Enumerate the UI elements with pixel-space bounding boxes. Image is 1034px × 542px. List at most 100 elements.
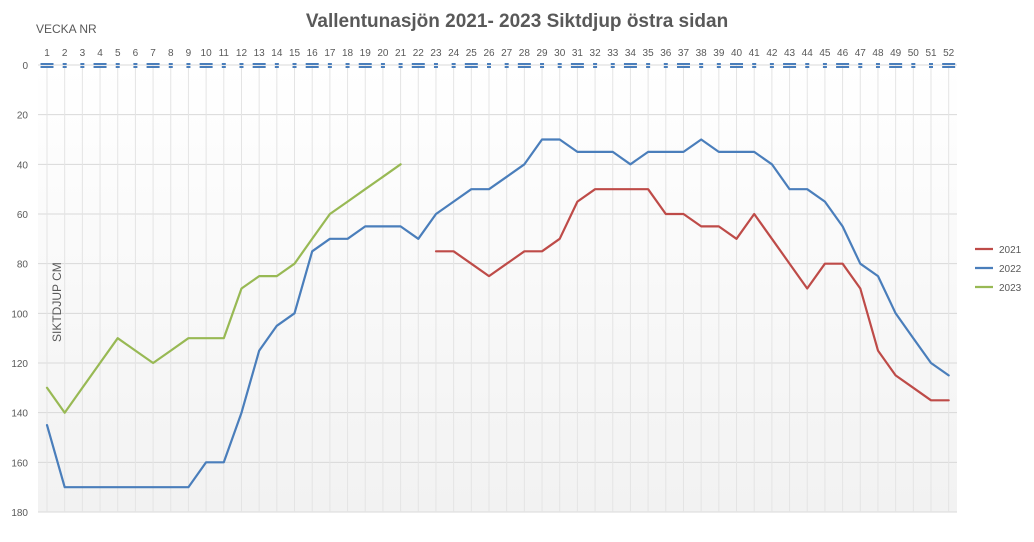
x-tick-label: 22 [413,48,425,59]
x-tick-label: 50 [908,48,920,59]
chart-title: Vallentunasjön 2021- 2023 Siktdjup östra… [306,11,728,32]
x-tick-label: 21 [395,48,407,59]
zero-marker [274,66,279,68]
zero-marker [911,63,916,65]
zero-marker [451,63,456,65]
zero-marker [929,63,933,65]
zero-marker [451,66,456,68]
series-2022 [45,138,950,489]
plot-area [38,65,957,512]
zero-marker [752,66,757,68]
zero-marker [783,63,797,65]
zero-marker [540,63,545,65]
zero-marker [570,66,584,68]
zero-marker [716,63,721,65]
x-tick-label: 11 [219,48,230,59]
x-tick-label: 29 [536,48,548,59]
zero-marker [676,66,690,68]
x-tick-label: 23 [430,48,442,59]
zero-marker [252,63,266,65]
x-tick-label: 48 [872,48,884,59]
x-tick-label: 2 [62,48,68,59]
zero-marker [252,66,266,68]
y-tick-label: 120 [11,359,28,370]
zero-marker [570,63,584,65]
zero-marker [80,66,85,68]
zero-marker [345,63,350,65]
legend-label-2023: 2023 [999,283,1022,294]
zero-marker [433,63,438,65]
zero-marker [186,63,191,65]
x-tick-label: 5 [115,48,121,59]
zero-marker [557,66,562,68]
x-tick-label: 44 [802,48,814,59]
zero-marker [199,66,213,68]
series-2021 [434,188,950,402]
zero-marker [398,63,403,65]
zero-marker [889,66,903,68]
zero-marker [487,63,491,65]
zero-marker [911,66,916,68]
x-tick-label: 28 [519,48,531,59]
zero-marker [769,66,774,68]
x-tick-label: 41 [749,48,761,59]
zero-marker [292,63,297,65]
zero-marker [199,63,213,65]
series-line-2021 [434,188,950,402]
y-tick-label: 40 [17,160,29,171]
zero-marker [646,66,651,68]
zero-marker [380,63,385,65]
zero-marker [517,66,531,68]
x-tick-label: 38 [696,48,708,59]
x-tick-label: 39 [713,48,725,59]
zero-marker [239,63,244,65]
zero-marker [146,66,160,68]
zero-marker [327,63,332,65]
zero-marker [623,63,637,65]
x-tick-label: 12 [236,48,248,59]
x-tick-label: 34 [625,48,637,59]
x-tick-label: 18 [342,48,354,59]
y-tick-label: 160 [11,458,28,469]
legend-label-2021: 2021 [999,245,1022,256]
zero-marker [836,66,850,68]
zero-marker [822,63,827,65]
plot-background [38,65,957,512]
zero-marker [292,66,297,68]
zero-marker [646,63,651,65]
legend-label-2022: 2022 [999,264,1022,275]
x-tick-label: 15 [289,48,301,59]
x-axis-label: VECKA NR [36,22,97,36]
x-tick-label: 9 [186,48,192,59]
x-tick-label: 8 [168,48,174,59]
zero-marker [730,66,744,68]
zero-marker [676,63,690,65]
zero-marker [663,66,668,68]
y-tick-label: 60 [17,210,29,221]
zero-marker [942,66,956,68]
x-tick-label: 4 [97,48,103,59]
zero-marker [557,63,562,65]
zero-marker [610,63,615,65]
legend: 2021 2022 2023 [975,245,1022,294]
zero-marker [610,66,615,68]
zero-marker [730,63,744,65]
zero-marker [517,63,531,65]
y-tick-labels: 0 20 40 60 80 100 120 140 160 180 [11,61,28,519]
zero-marker [358,66,372,68]
zero-marker [221,66,226,68]
x-tick-label: 47 [855,48,867,59]
x-tick-label: 52 [943,48,955,59]
zero-marker [487,66,491,68]
x-tick-label: 27 [501,48,513,59]
y-tick-label: 80 [17,260,29,271]
zero-marker [133,63,138,65]
series-line-2023 [45,163,402,414]
x-tick-label: 35 [643,48,655,59]
zero-marker [168,63,173,65]
x-tick-label: 51 [925,48,937,59]
zero-line-markers [40,63,956,68]
y-tick-label: 20 [17,111,29,122]
zero-marker [115,63,120,65]
y-tick-label: 0 [22,61,28,72]
